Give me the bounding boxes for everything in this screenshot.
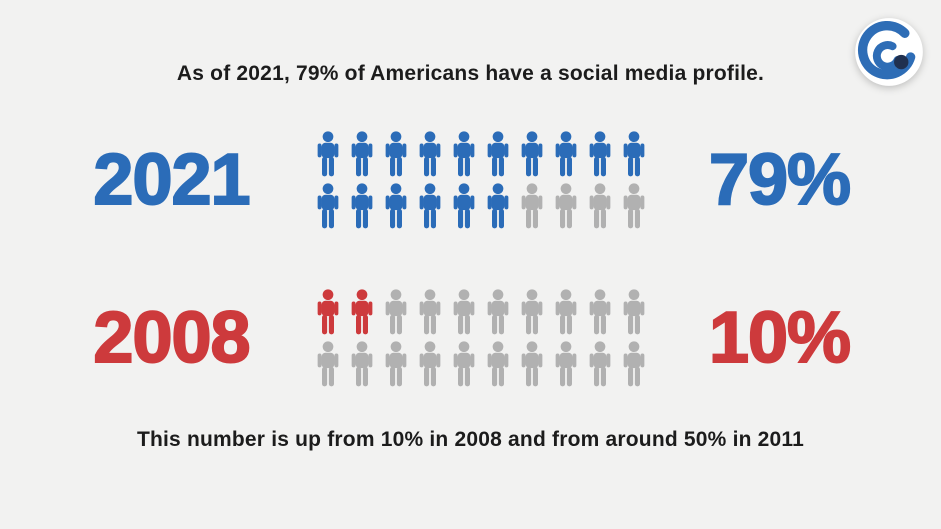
person-icon (417, 288, 443, 336)
person-icon (553, 182, 579, 230)
person-icon (349, 130, 375, 178)
chart-footnote: This number is up from 10% in 2008 and f… (136, 428, 805, 451)
person-icon (383, 340, 409, 388)
person-icon (417, 340, 443, 388)
person-icon (315, 340, 341, 388)
person-icon (485, 288, 511, 336)
chart-title: As of 2021, 79% of Americans have a soci… (176, 62, 765, 85)
person-icon (519, 340, 545, 388)
percent-label-2008: 10% (708, 298, 852, 378)
percent-label-2021: 79% (708, 140, 852, 220)
year-label-2021: 2021 (92, 140, 251, 220)
person-icon (383, 288, 409, 336)
person-icon (315, 130, 341, 178)
person-icon (417, 182, 443, 230)
person-icon (349, 182, 375, 230)
person-icon (553, 340, 579, 388)
series-row-2008: 2008 10% (0, 264, 941, 412)
person-icon (587, 340, 613, 388)
person-icon (451, 130, 477, 178)
person-icon (485, 182, 511, 230)
person-icon (587, 130, 613, 178)
person-icon (315, 288, 341, 336)
year-label-2008: 2008 (92, 298, 251, 378)
person-icon (485, 340, 511, 388)
brand-logo-icon (853, 16, 925, 88)
person-icon (349, 288, 375, 336)
person-icon (451, 340, 477, 388)
person-icon (519, 130, 545, 178)
person-icon (451, 288, 477, 336)
person-icon (587, 182, 613, 230)
person-icon (383, 130, 409, 178)
person-icon (621, 182, 647, 230)
person-icon (587, 288, 613, 336)
icon-grid-2021 (314, 130, 648, 230)
person-icon (519, 182, 545, 230)
person-icon (621, 130, 647, 178)
person-icon (621, 340, 647, 388)
person-icon (349, 340, 375, 388)
person-icon (519, 288, 545, 336)
person-icon (315, 182, 341, 230)
person-icon (417, 130, 443, 178)
pictograph-rows: 2021 79% 2008 10% (0, 106, 941, 412)
person-icon (485, 130, 511, 178)
person-icon (621, 288, 647, 336)
person-icon (451, 182, 477, 230)
person-icon (383, 182, 409, 230)
icon-grid-2008 (314, 288, 648, 388)
series-row-2021: 2021 79% (0, 106, 941, 254)
person-icon (553, 130, 579, 178)
person-icon (553, 288, 579, 336)
